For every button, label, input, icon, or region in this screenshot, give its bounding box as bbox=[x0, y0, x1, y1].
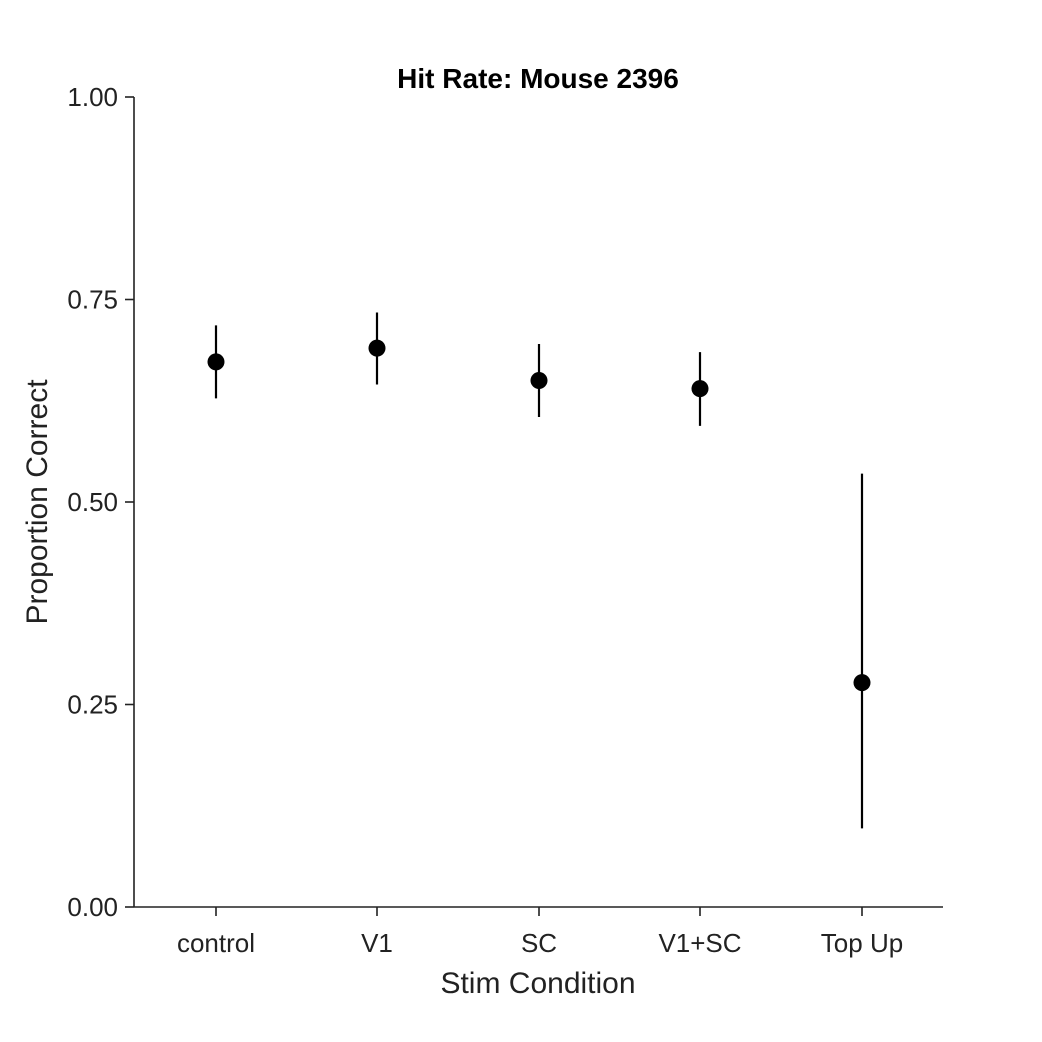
y-tick-label: 0.00 bbox=[67, 892, 118, 922]
data-marks bbox=[207, 312, 871, 829]
chart-title: Hit Rate: Mouse 2396 bbox=[397, 63, 679, 94]
y-tick-label: 0.25 bbox=[67, 690, 118, 720]
y-axis-title: Proportion Correct bbox=[21, 379, 54, 625]
x-tick-label: Top Up bbox=[821, 928, 903, 958]
data-point bbox=[530, 372, 548, 389]
y-tick-label: 0.75 bbox=[67, 285, 118, 315]
data-point bbox=[691, 380, 709, 398]
x-tick-label: V1+SC bbox=[658, 928, 741, 958]
x-ticks: control V1 SC V1+SC Top Up bbox=[177, 907, 903, 958]
x-tick-label: control bbox=[177, 928, 255, 958]
x-axis-title: Stim Condition bbox=[440, 967, 635, 1000]
y-tick-label: 0.50 bbox=[67, 487, 118, 517]
y-tick-label: 1.00 bbox=[67, 82, 118, 112]
data-point bbox=[368, 339, 386, 357]
x-tick-label: V1 bbox=[361, 928, 393, 958]
x-tick-label: SC bbox=[521, 928, 557, 958]
data-point bbox=[207, 353, 225, 371]
y-ticks: 0.00 0.25 0.50 0.75 1.00 bbox=[67, 82, 134, 922]
data-point bbox=[853, 674, 871, 692]
